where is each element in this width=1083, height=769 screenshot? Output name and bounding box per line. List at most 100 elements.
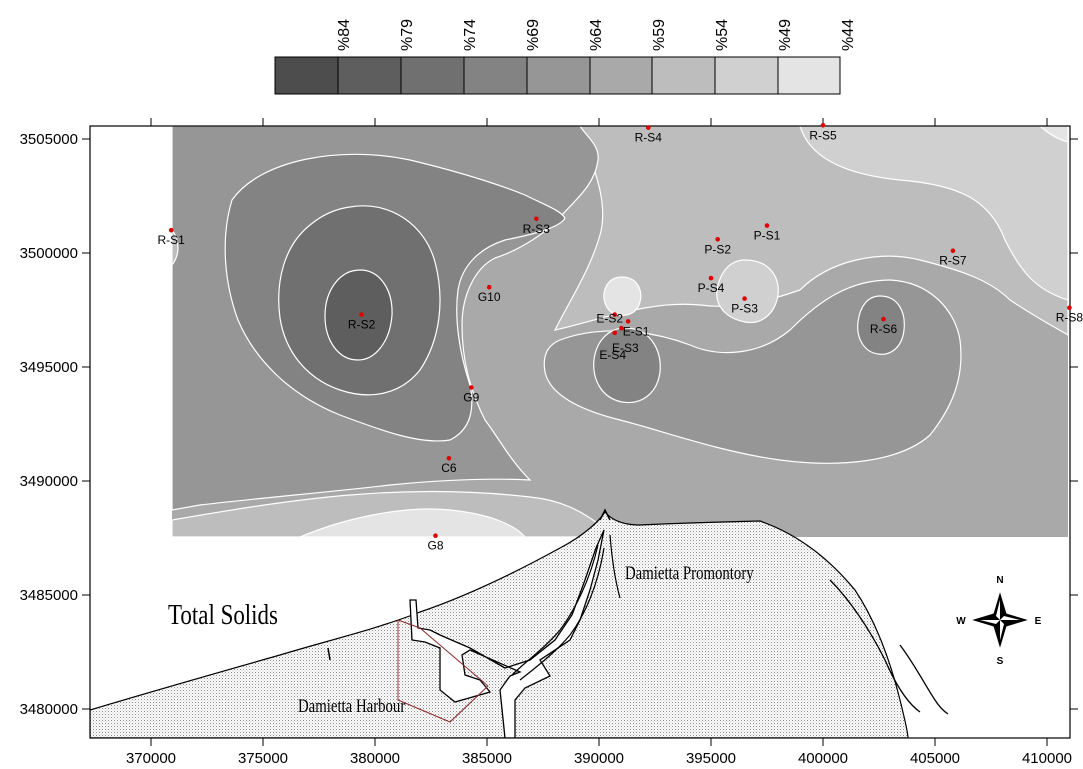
station-marker — [168, 227, 174, 233]
legend-swatch-74 — [400, 56, 465, 95]
legend-swatch-84 — [274, 56, 339, 95]
label-damietta-promontory: Damietta Promontory — [625, 562, 754, 583]
legend-swatch-49 — [714, 56, 779, 95]
station-label: R-S4 — [635, 131, 663, 145]
station-label: C6 — [441, 461, 457, 475]
x-ticks-bottom — [150, 738, 1048, 746]
map-frame: 370000 375000 380000 385000 390000 39500… — [20, 118, 1078, 767]
compass-south-label: S — [997, 656, 1004, 667]
station-marker — [619, 325, 624, 331]
station-label: R-S2 — [348, 318, 376, 332]
channel-west — [511, 544, 599, 676]
promontory-tip — [599, 508, 611, 521]
station-marker — [950, 248, 956, 253]
x-tick-label: 370000 — [126, 750, 176, 767]
x-tick-label: 390000 — [574, 750, 624, 767]
station-marker — [708, 275, 714, 281]
legend-swatch-59 — [589, 56, 653, 95]
station-marker — [820, 123, 826, 128]
station-marker — [534, 216, 539, 222]
legend-label-49: %49 — [777, 19, 794, 51]
station-marker — [646, 125, 651, 130]
contour-band-49 — [799, 126, 1068, 301]
x-tick-label: 410000 — [1022, 750, 1072, 767]
station-label: E-S2 — [596, 312, 623, 326]
station-label: R-S6 — [870, 322, 898, 336]
x-tick-label: 380000 — [350, 750, 400, 767]
plot-border — [89, 125, 1071, 739]
legend-label-69: %69 — [525, 19, 542, 51]
station-marker — [446, 455, 452, 461]
legend-label-54: %54 — [714, 19, 731, 51]
station-label: E-S4 — [599, 348, 626, 362]
coastline — [90, 508, 949, 738]
y-tick-label: 3480000 — [20, 701, 78, 718]
y-tick-label: 3505000 — [20, 131, 78, 148]
contour-island-ps3 — [716, 259, 779, 324]
y-tick-label: 3490000 — [20, 473, 78, 490]
station-label: R-S7 — [939, 254, 967, 268]
contour-band-79 — [324, 269, 393, 361]
station-label: R-S3 — [523, 222, 551, 236]
station-marker — [433, 533, 438, 538]
y-tick-label: 3495000 — [20, 359, 78, 376]
promontory-east-spit — [829, 579, 921, 713]
station-marker — [764, 223, 770, 228]
x-tick-label: 375000 — [238, 750, 288, 767]
legend-swatch-69 — [463, 56, 528, 95]
station-label: G10 — [478, 290, 501, 304]
x-tick-label: 400000 — [798, 750, 848, 767]
map-title: Total Solids — [168, 599, 278, 631]
contour-island-rs6 — [857, 295, 905, 355]
legend-label-59: %59 — [651, 19, 668, 51]
station-marker — [612, 330, 617, 336]
station-label: R-S1 — [158, 233, 186, 247]
contour-band-44 — [1039, 126, 1068, 143]
legend-swatch-64 — [526, 56, 591, 95]
station-label: P-S4 — [698, 281, 725, 295]
harbour-basin — [409, 529, 605, 738]
contour-band-44-south — [299, 508, 526, 537]
station-marker — [625, 319, 631, 324]
station-label: P-S1 — [754, 229, 781, 243]
legend-label-64: %64 — [588, 19, 605, 51]
legend-swatch-79 — [337, 56, 402, 95]
harbour-boundary — [397, 619, 489, 723]
station-marker — [881, 316, 886, 322]
legend-label-84: %84 — [336, 19, 353, 51]
station-label: P-S2 — [704, 242, 731, 256]
legend-label-74: %74 — [462, 19, 479, 51]
station-label: E-S1 — [623, 324, 650, 338]
legend-label-44: %44 — [840, 19, 857, 51]
compass-west-label: W — [956, 616, 966, 627]
compass-north-label: N — [996, 575, 1003, 586]
station-marker — [359, 312, 364, 317]
y-tick-label: 3500000 — [20, 245, 78, 262]
legend: %84 %79 %74 %69 %64 %59 %54 %49 %44 — [274, 19, 857, 95]
station-marker — [486, 284, 492, 290]
contour-island-es2 — [603, 276, 642, 317]
station-label: G8 — [427, 539, 443, 553]
station-label: R-S5 — [809, 128, 837, 142]
legend-label-79: %79 — [399, 19, 416, 51]
station-marker — [742, 296, 747, 301]
station-marker — [1067, 305, 1072, 311]
channel-east — [609, 534, 621, 599]
station-marker — [612, 312, 617, 317]
legend-swatch-44 — [777, 56, 841, 95]
y-ticks — [82, 138, 1078, 710]
y-tick-label: 3485000 — [20, 587, 78, 604]
legend-swatch-54 — [651, 56, 716, 95]
channel-west-2 — [519, 547, 605, 681]
contour-fill — [172, 126, 1068, 537]
contour-island-es4 — [593, 327, 661, 404]
station-label: P-S3 — [731, 302, 758, 316]
coast-feature — [327, 647, 331, 661]
station-marker — [715, 237, 720, 242]
promontory-east-spit-2 — [899, 644, 949, 715]
x-tick-label: 385000 — [462, 750, 512, 767]
station-label: E-S3 — [612, 341, 639, 355]
x-tick-label: 405000 — [910, 750, 960, 767]
station-label: R-S8 — [1056, 311, 1083, 325]
